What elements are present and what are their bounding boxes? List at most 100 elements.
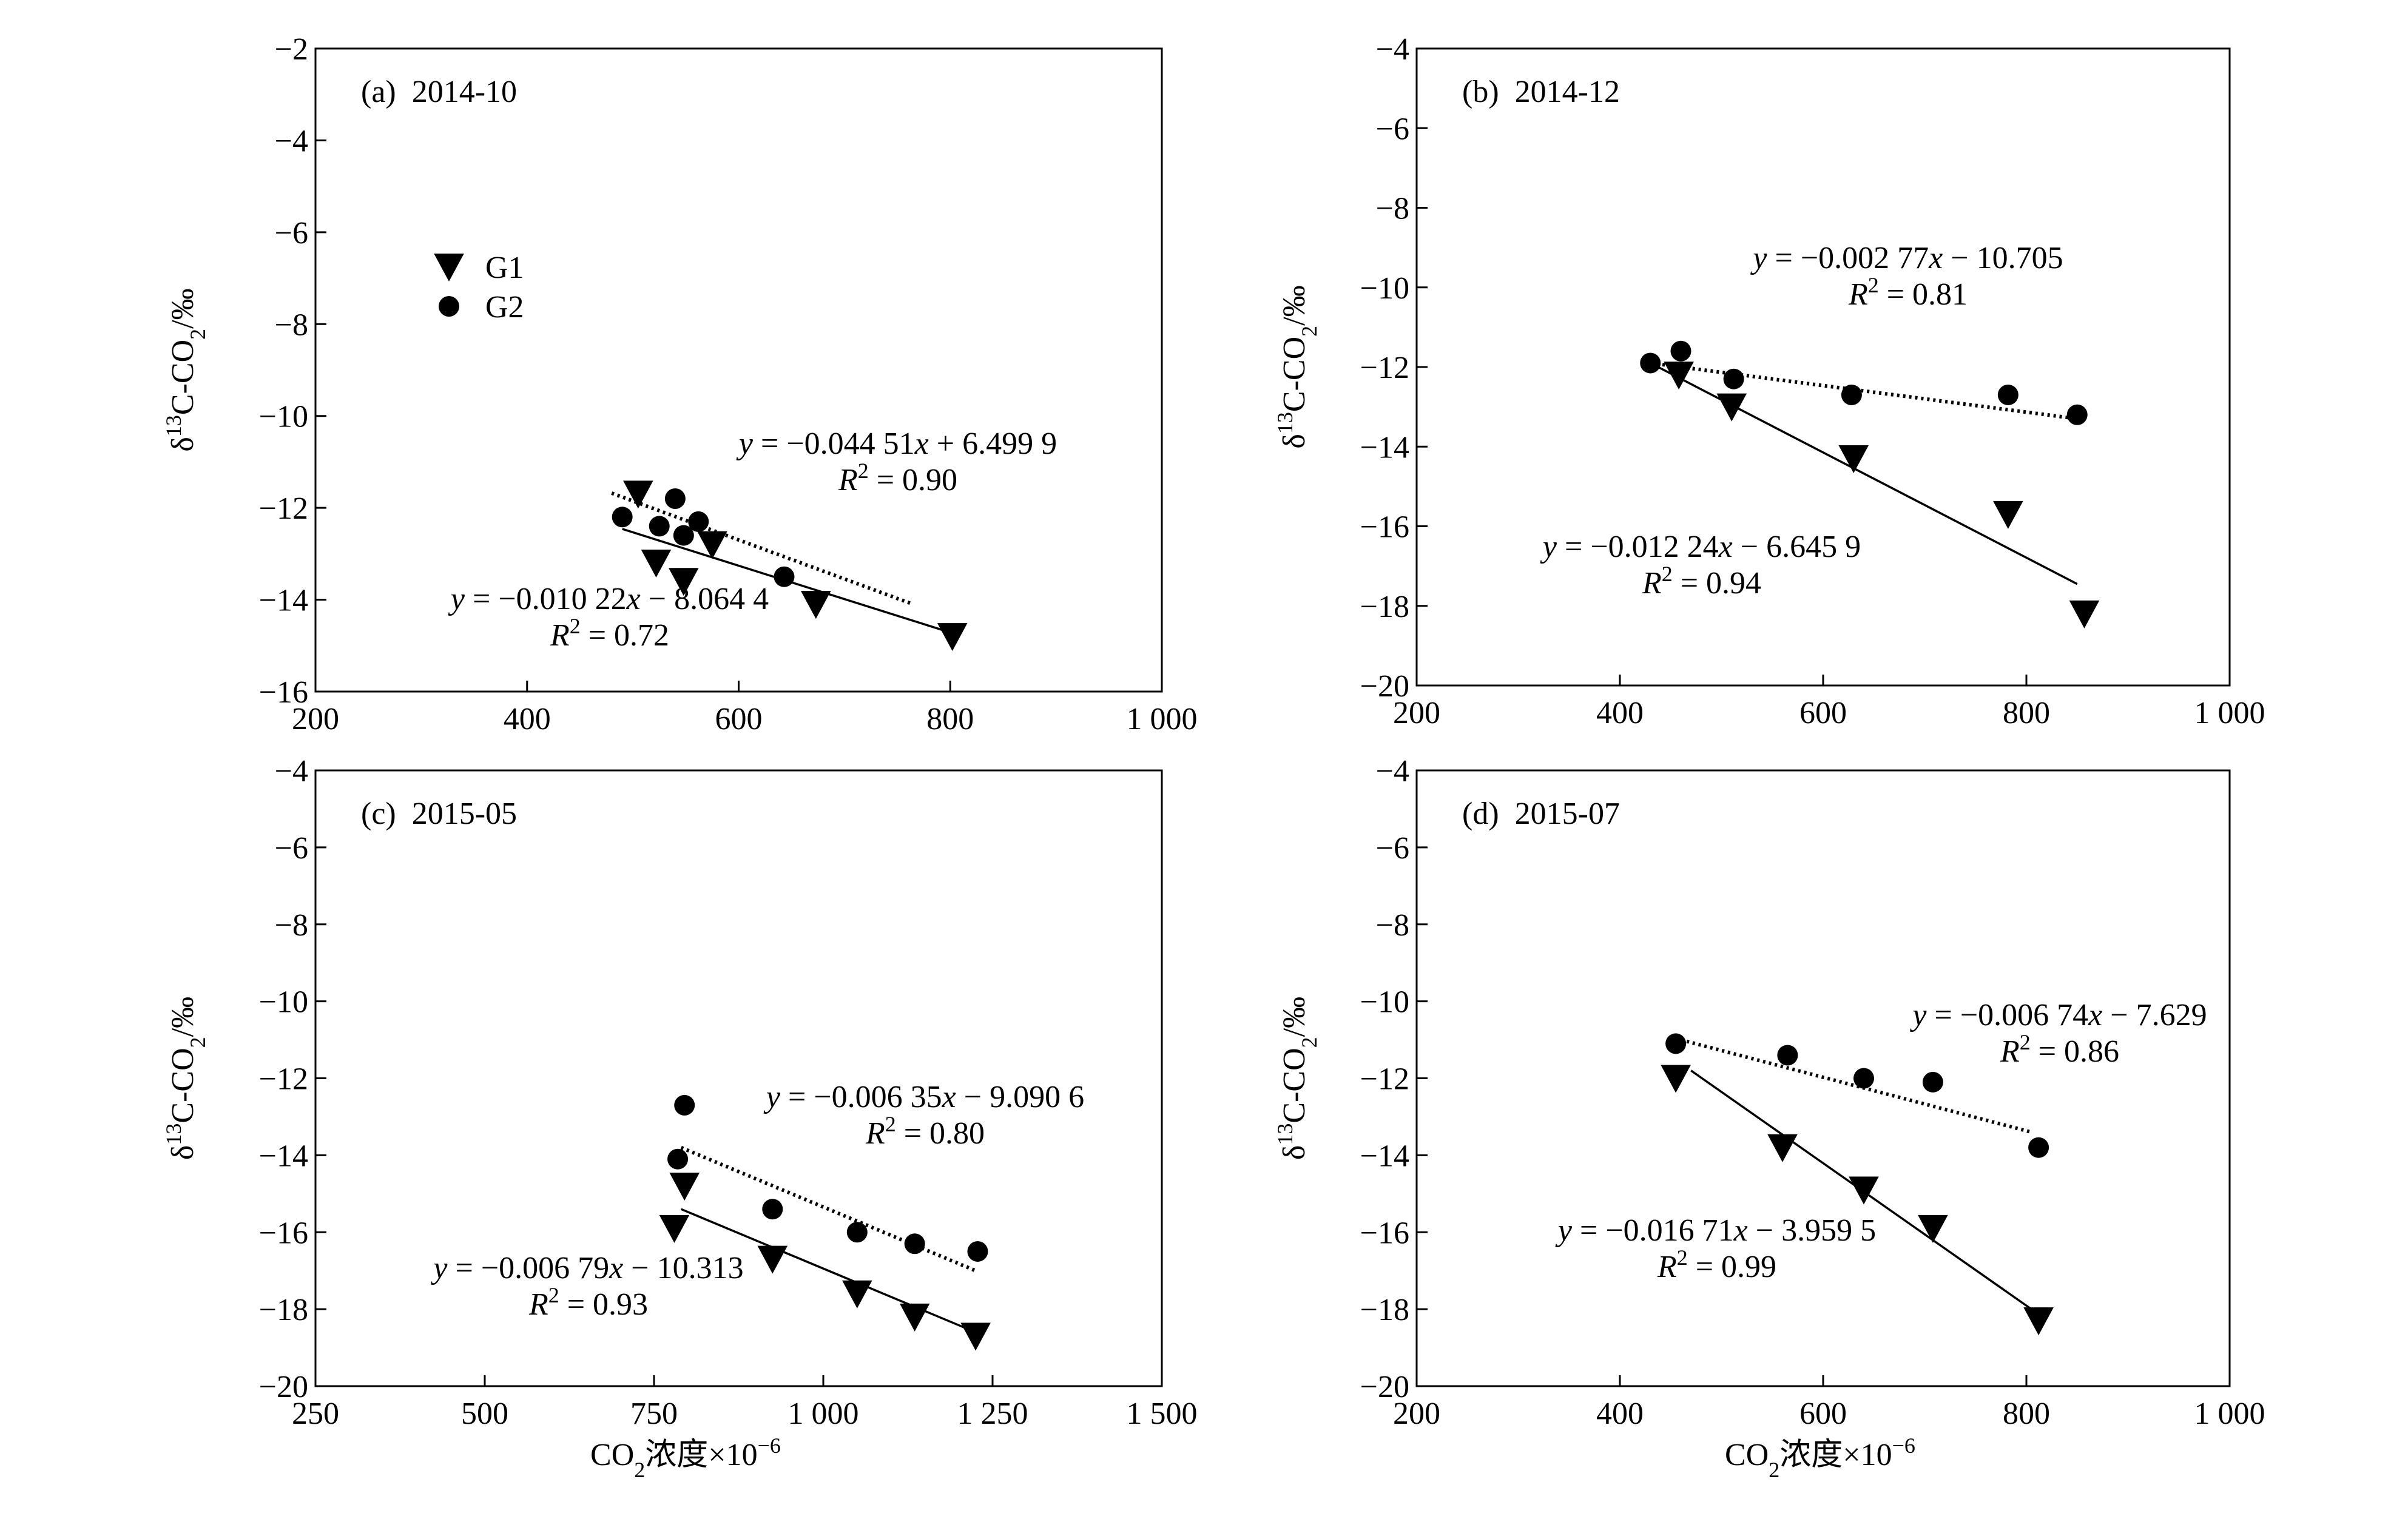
point-g1 (899, 1303, 930, 1332)
panel-a: 200 400 600 800 1 000 −16 −14 −12 −10 −8 −6 −4 −2 δ13… (161, 32, 1198, 736)
point-g2 (1665, 1033, 1687, 1054)
y-tick-label: −18 (1360, 590, 1409, 624)
fit-equation: y = −0.016 71x − 3.959 5 (1555, 1213, 1876, 1248)
point-g1 (1849, 1176, 1879, 1205)
fit-line-g2 (611, 491, 914, 606)
point-g2 (904, 1233, 925, 1255)
point-g2 (649, 516, 670, 537)
y-tick-label: −18 (259, 1293, 308, 1327)
point-g2 (1853, 1068, 1874, 1089)
point-g2 (667, 1148, 689, 1170)
panel-d: 200 400 600 800 1 000 −20 −18 −16 −14 −12 −10 −8 −6 −… (1273, 754, 2265, 1482)
x-tick-label: 200 (1393, 696, 1440, 730)
y-tick-label: −20 (1360, 1370, 1409, 1404)
fit-r2: R2 = 0.99 (1657, 1245, 1776, 1284)
panel-c: 250 500 750 1 000 1 250 1 500 −20 −18 −16 −14 −12 −… (161, 754, 1198, 1482)
y-axis-label: δ13C-CO2/‰ (1273, 997, 1321, 1160)
panel-title: (c) 2015-05 (361, 797, 517, 831)
y-axis-label: δ13C-CO2/‰ (161, 288, 210, 451)
point-g1 (2023, 1307, 2054, 1336)
x-axis-label: CO2浓度×10−6 (1725, 1433, 1915, 1482)
x-tick-label: 800 (2003, 1396, 2050, 1431)
x-tick-label: 1 000 (2194, 1396, 2265, 1431)
plot-frame (1415, 47, 2231, 687)
point-g1 (697, 531, 727, 559)
point-g1 (937, 623, 968, 652)
fit-equation: y = −0.006 35x − 9.090 6 (763, 1080, 1084, 1114)
fit-line-g2 (680, 1145, 977, 1273)
y-tick-label: −8 (1376, 192, 1409, 226)
panel-title: (a) 2014-10 (361, 75, 517, 109)
point-g1 (1767, 1134, 1798, 1162)
fit-line-g1 (680, 1208, 976, 1333)
point-g1 (1918, 1214, 1948, 1243)
point-g2 (1723, 368, 1744, 389)
legend-marker-g2 (439, 296, 459, 317)
fit-line-g2 (1680, 1038, 2032, 1134)
y-tick-label: −2 (275, 32, 308, 67)
point-g2 (762, 1199, 783, 1220)
point-g2 (612, 507, 633, 528)
point-g2 (664, 488, 686, 509)
x-tick-label: 1 250 (957, 1396, 1028, 1431)
point-g1 (1838, 445, 1869, 473)
y-tick-label: −18 (1360, 1293, 1409, 1327)
y-tick-label: −8 (275, 908, 308, 943)
fit-equation: y = −0.006 74x − 7.629 (1909, 998, 2207, 1032)
point-g1 (2069, 600, 2100, 628)
y-tick-label: −4 (1376, 32, 1409, 67)
point-g1 (757, 1245, 788, 1274)
y-tick-label: −16 (1360, 1216, 1409, 1250)
fit-equation: y = −0.012 24x − 6.645 9 (1540, 530, 1861, 564)
point-g1 (1664, 362, 1694, 390)
x-tick-label: 600 (715, 702, 763, 736)
x-tick-label: 500 (461, 1396, 508, 1431)
point-g2 (1670, 340, 1691, 362)
point-g1 (800, 591, 831, 619)
y-tick-label: −14 (1360, 430, 1409, 465)
y-tick-label: −14 (259, 1139, 308, 1173)
y-tick-label: −20 (1360, 669, 1409, 704)
x-axis-label: CO2浓度×10−6 (590, 1433, 781, 1482)
fit-r2: R2 = 0.94 (1642, 562, 1761, 601)
y-tick-label: −14 (259, 584, 308, 618)
fit-r2: R2 = 0.93 (528, 1283, 648, 1322)
point-g2 (673, 525, 694, 546)
y-tick-label: −12 (259, 1062, 308, 1097)
x-tick-label: 1 000 (788, 1396, 859, 1431)
point-g2 (1922, 1071, 1943, 1093)
x-tick-label: 1 500 (1127, 1396, 1198, 1431)
x-tick-label: 600 (1799, 1396, 1847, 1431)
y-axis-label: δ13C-CO2/‰ (161, 997, 210, 1160)
point-g1 (842, 1280, 872, 1308)
point-g2 (1640, 352, 1661, 374)
y-tick-label: −6 (275, 831, 308, 866)
x-tick-label: 1 000 (1127, 702, 1198, 736)
point-g1 (641, 550, 672, 578)
point-g1 (659, 1214, 690, 1243)
panel-title: (b) 2014-12 (1462, 75, 1620, 109)
x-tick-label: 600 (1799, 696, 1847, 730)
legend-label-g2: G2 (485, 290, 524, 325)
point-g1 (1661, 1065, 1691, 1093)
point-g1 (960, 1322, 991, 1351)
panel-title: (d) 2015-07 (1462, 797, 1620, 831)
point-g1 (669, 568, 699, 596)
point-g1 (669, 1173, 700, 1201)
x-tick-label: 400 (1596, 696, 1644, 730)
y-tick-label: −16 (1360, 510, 1409, 545)
y-tick-label: −6 (1376, 112, 1409, 146)
y-tick-label: −20 (259, 1370, 308, 1404)
x-tick-label: 800 (926, 702, 974, 736)
y-tick-label: −10 (1360, 271, 1409, 306)
x-tick-label: 750 (630, 1396, 678, 1431)
panel-b: 200 400 600 800 1 000 −20 −18 −16 −14 −12 −10 −8 −6 −… (1273, 32, 2265, 730)
plot-frame (314, 769, 1163, 1387)
y-tick-label: −10 (259, 400, 308, 434)
x-tick-label: 400 (504, 702, 551, 736)
legend-marker-g1 (434, 254, 464, 281)
fit-r2: R2 = 0.80 (865, 1112, 985, 1151)
point-g1 (1716, 393, 1747, 422)
point-g2 (2066, 404, 2088, 425)
